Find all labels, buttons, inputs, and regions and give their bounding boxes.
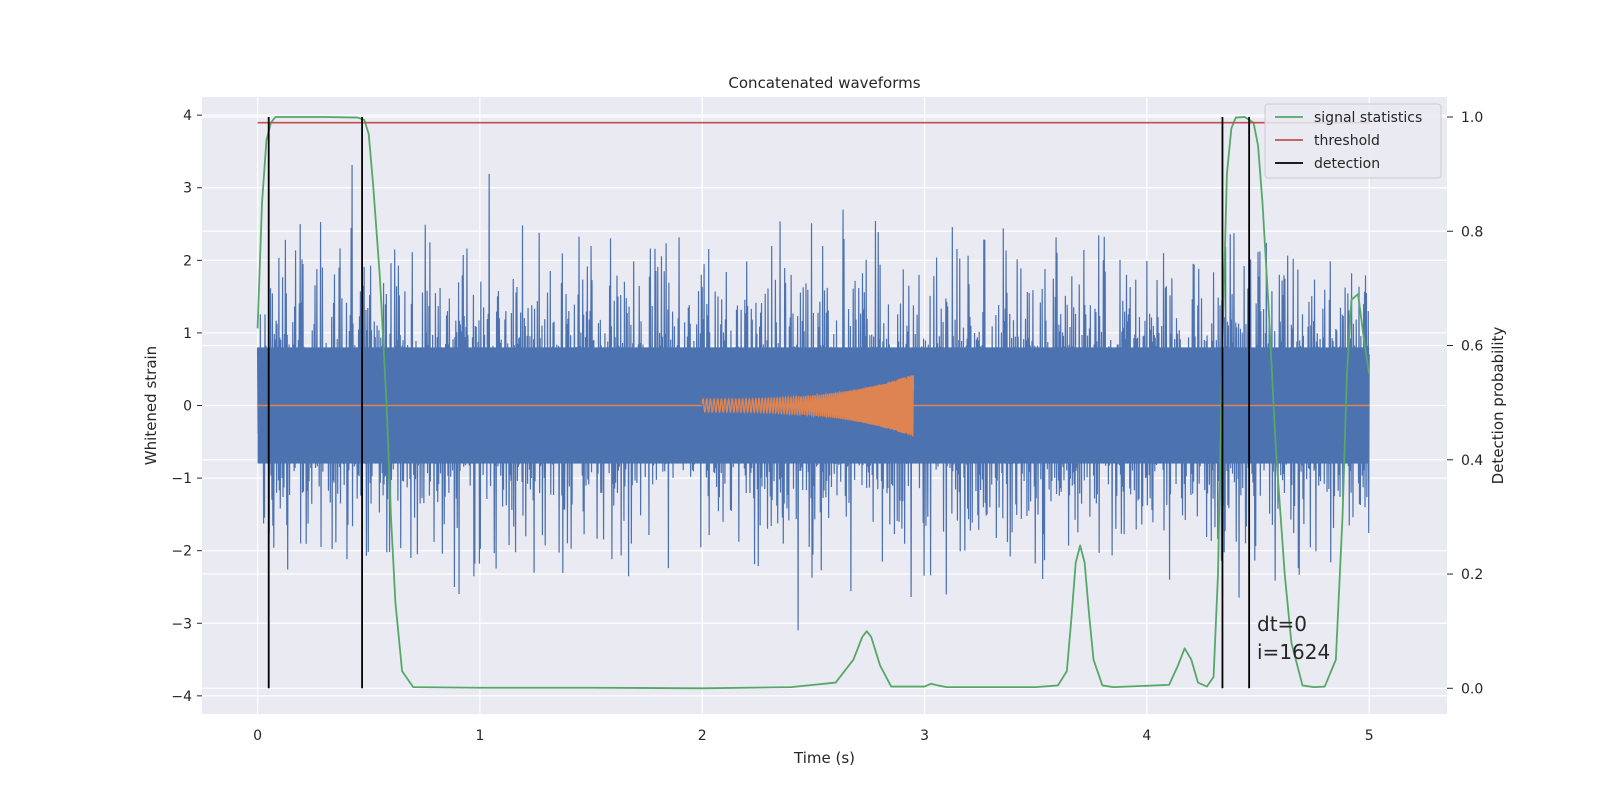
y-tick-label: −3 — [171, 616, 192, 632]
x-tick-label: 1 — [475, 728, 484, 744]
ticks: 0 1 2 3 4 5 −4 −3 −2 −1 0 1 2 3 4 0.0 0.2 0.4 0.6 0.8 1.0 — [171, 108, 1483, 744]
x-axis-label: Time (s) — [793, 749, 855, 767]
y-tick-label: 3 — [183, 181, 192, 197]
y-right-tick-label: 0.8 — [1461, 224, 1483, 240]
legend-label-signal-statistics: signal statistics — [1314, 110, 1422, 126]
y-right-tick-label: 0.0 — [1461, 681, 1483, 697]
legend-label-threshold: threshold — [1314, 133, 1380, 149]
annotation: dt=0 i=1624 — [1257, 612, 1330, 664]
chart-title: Concatenated waveforms — [728, 74, 920, 92]
annotation-i: i=1624 — [1257, 640, 1330, 664]
x-tick-label: 3 — [920, 728, 929, 744]
x-tick-label: 4 — [1142, 728, 1151, 744]
y-axis-label: Whitened strain — [142, 346, 160, 465]
y-tick-label: −4 — [171, 689, 192, 705]
x-tick-label: 0 — [253, 728, 262, 744]
y-tick-label: −1 — [171, 471, 192, 487]
injected-waveform-line — [701, 375, 915, 437]
y-right-tick-label: 0.4 — [1461, 453, 1483, 469]
legend: signal statistics threshold detection — [1264, 103, 1442, 179]
y-right-tick-label: 0.6 — [1461, 339, 1483, 355]
series-layer — [256, 116, 1371, 690]
strain-noise-trace — [256, 164, 1370, 631]
signal-statistics-line — [256, 116, 1371, 690]
x-tick-label: 5 — [1365, 728, 1374, 744]
annotation-dt: dt=0 — [1257, 612, 1307, 636]
x-tick-label: 2 — [698, 728, 707, 744]
y-tick-label: −2 — [171, 544, 192, 560]
y-axis-right-label: Detection probability — [1489, 327, 1507, 485]
y-tick-label: 4 — [183, 108, 192, 124]
legend-frame — [1264, 103, 1442, 179]
y-tick-label: 1 — [183, 326, 192, 342]
y-right-tick-label: 0.2 — [1461, 567, 1483, 583]
y-right-tick-label: 1.0 — [1461, 110, 1483, 126]
y-tick-label: 2 — [183, 253, 192, 269]
legend-label-detection: detection — [1314, 156, 1380, 172]
y-tick-label: 0 — [183, 399, 192, 415]
